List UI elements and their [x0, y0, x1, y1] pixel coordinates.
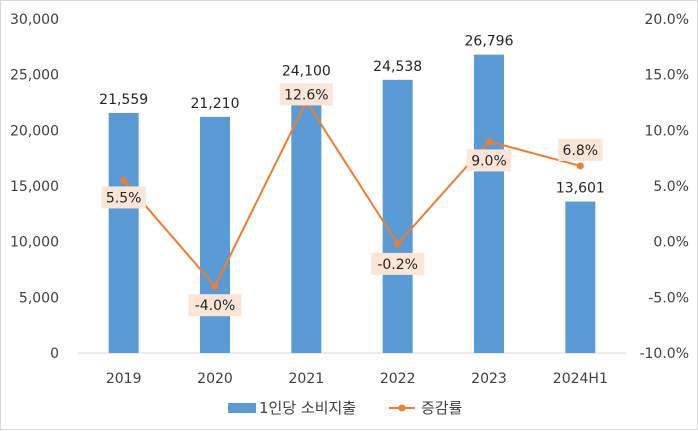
y-right-tick-label: -5.0% — [648, 290, 689, 306]
growth-point — [576, 162, 584, 170]
x-tick-label: 2024H1 — [553, 371, 608, 387]
growth-label-box — [188, 294, 242, 317]
bar — [565, 201, 596, 353]
y-left-tick-label: 0 — [50, 346, 59, 362]
x-tick-label: 2023 — [471, 371, 507, 387]
y-right-tick-label: 15.0% — [645, 68, 689, 84]
growth-value-label: 6.8% — [563, 143, 599, 159]
bar — [200, 116, 230, 353]
legend-line-marker — [398, 404, 406, 412]
bar-value-label: 13,601 — [556, 181, 605, 197]
y-left-tick-label: 20,000 — [10, 123, 59, 139]
y-right-tick-label: 10.0% — [645, 123, 689, 139]
bar — [382, 79, 413, 353]
y-left-tick-label: 30,000 — [10, 12, 59, 28]
bar — [108, 112, 139, 353]
growth-label-box — [101, 186, 146, 209]
growth-point — [485, 137, 493, 145]
bar-value-label: 21,559 — [99, 92, 148, 108]
bar — [474, 54, 504, 353]
growth-value-label: -0.2% — [377, 257, 418, 273]
bar-value-label: 21,210 — [191, 96, 240, 112]
bar-value-label: 26,796 — [465, 34, 514, 50]
y-right-tick-label: 20.0% — [645, 12, 689, 28]
growth-value-label: -4.0% — [195, 298, 236, 314]
y-right-tick-label: -10.0% — [639, 346, 689, 362]
axes: 0 5,000 10,000 15,000 20,000 25,000 30,000 -10.… — [10, 12, 689, 387]
legend-bar-swatch — [228, 403, 256, 413]
x-tick-label: 2020 — [197, 371, 233, 387]
y-left-tick-label: 10,000 — [10, 235, 59, 251]
bar-value-label: 24,100 — [282, 64, 331, 80]
bar-value-label: 24,538 — [373, 59, 422, 75]
growth-point — [394, 240, 402, 248]
y-right-tick-label: 5.0% — [653, 179, 689, 195]
y-left-tick-label: 5,000 — [19, 290, 59, 306]
growth-point — [120, 176, 128, 184]
growth-label-box — [466, 149, 512, 172]
x-tick-label: 2022 — [380, 371, 416, 387]
bars — [108, 54, 596, 353]
growth-line — [120, 97, 584, 290]
y-left-tick-label: 25,000 — [10, 68, 59, 84]
growth-label-box — [558, 138, 603, 161]
growth-value-label: 12.6% — [284, 87, 328, 103]
growth-line-path — [122, 99, 581, 288]
growth-label-box — [279, 83, 333, 106]
legend: 1인당 소비지출 증감률 — [228, 399, 463, 417]
x-tick-label: 2019 — [106, 371, 142, 387]
growth-value-label: 9.0% — [471, 153, 507, 169]
bar — [291, 84, 322, 353]
y-left-tick-label: 15,000 — [10, 179, 59, 195]
x-tick-label: 2021 — [289, 371, 325, 387]
legend-line-label: 증감률 — [421, 399, 463, 417]
growth-label-box — [371, 252, 425, 275]
data-labels: 21,559 21,210 24,100 24,538 26,796 13,601 5.5%… — [99, 34, 605, 317]
growth-point — [211, 282, 219, 290]
growth-value-label: 5.5% — [106, 190, 142, 206]
legend-bar-label: 1인당 소비지출 — [259, 399, 356, 417]
y-right-tick-label: 0.0% — [653, 235, 689, 251]
